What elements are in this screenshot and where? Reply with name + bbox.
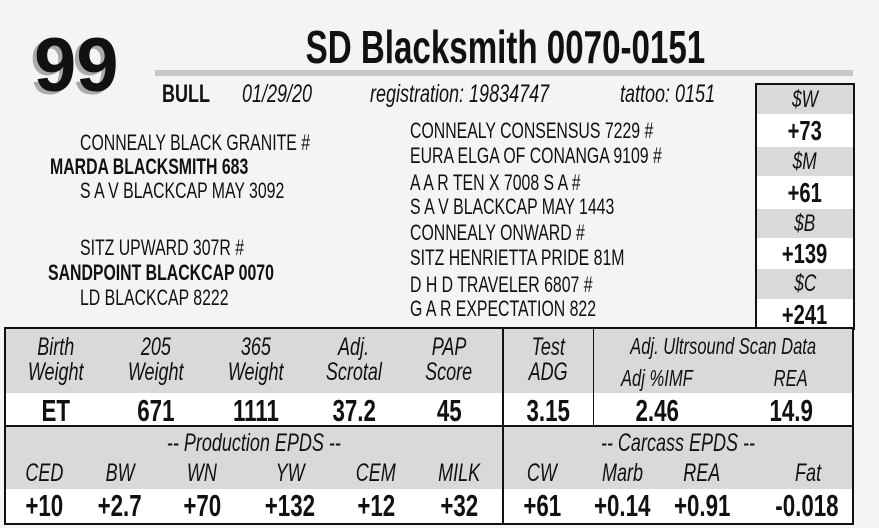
label-cem: CEM (355, 459, 397, 487)
carcass-title: -- Carcass EPDS -- (600, 429, 756, 457)
value-fat: -0.018 (775, 488, 839, 523)
index-label-c: $C (757, 269, 853, 299)
value-bw: +2.7 (97, 488, 143, 523)
index-label-b: $B (757, 209, 853, 238)
birth-date: 01/29/20 (242, 80, 313, 108)
header-imf: Adj %IMF (621, 365, 693, 391)
header-adj-scrotal: Adj. Scrotal (325, 333, 383, 386)
value-365-weight: 1111 (233, 393, 279, 428)
value-205-weight: 671 (137, 393, 175, 428)
ancestor: EURA ELGA OF CONANGA 9109 # (410, 143, 662, 168)
lot-number: 99 (34, 23, 119, 108)
value-ced: +10 (25, 488, 63, 523)
sex: BULL (162, 80, 210, 108)
index-value-b: +139 (782, 238, 828, 269)
pedigree-dam-dam: LD BLACKCAP 8222 (80, 285, 229, 310)
header-test-adg: Test ADG (528, 333, 569, 386)
index-value-c: +241 (782, 299, 828, 330)
value-milk: +32 (440, 488, 478, 523)
ancestor: S A V BLACKCAP MAY 1443 (410, 194, 615, 219)
value-cem: +12 (357, 488, 395, 523)
header-pap-score: PAP Score (425, 333, 473, 386)
ancestor: SITZ HENRIETTA PRIDE 81M (410, 245, 625, 270)
index-label-m: $M (757, 147, 853, 176)
index-label-w: $W (757, 85, 853, 114)
divider (155, 70, 853, 76)
pedigree-sire-dam: S A V BLACKCAP MAY 3092 (80, 178, 285, 203)
ancestor: G A R EXPECTATION 822 (410, 296, 597, 321)
divider (593, 329, 594, 425)
epd-header-bg (6, 427, 852, 489)
label-bw: BW (105, 459, 135, 487)
label-wn: WN (187, 459, 217, 487)
label-yw: YW (275, 459, 305, 487)
label-milk: MILK (437, 459, 481, 487)
value-cw: +61 (523, 488, 561, 523)
registration: registration: 19834747 (370, 80, 550, 108)
ancestor: CONNEALY CONSENSUS 7229 # (410, 118, 654, 143)
ancestor: CONNEALY ONWARD # (410, 220, 585, 245)
label-rea: REA (683, 459, 721, 487)
pedigree-sire: MARDA BLACKSMITH 683 (50, 154, 249, 179)
value-pap-score: 45 (436, 393, 462, 428)
label-ced: CED (24, 459, 63, 487)
animal-name: SD Blacksmith 0070-0151 (305, 21, 705, 73)
performance-header-bg (6, 329, 852, 393)
header-ultrasound: Adj. Ultrsound Scan Data (630, 333, 817, 359)
value-marb: +0.14 (593, 488, 651, 523)
value-test-adg: 3.15 (526, 393, 571, 428)
value-adj-scrotal: 37.2 (332, 393, 376, 428)
pedigree-sire-sire: CONNEALY BLACK GRANITE # (80, 130, 311, 155)
data-table: Birth Weight 205 Weight 365 Weight Adj. Scro… (4, 327, 854, 525)
label-fat: Fat (794, 459, 822, 487)
header-365-weight: 365 Weight (228, 333, 284, 386)
index-box: $W +73 $M +61 $B +139 $C +241 (755, 83, 855, 330)
tattoo: tattoo: 0151 (620, 80, 716, 108)
value-birth-weight: ET (41, 393, 71, 428)
index-value-w: +73 (787, 115, 823, 146)
production-title: -- Production EPDS -- (166, 429, 342, 457)
label-marb: Marb (601, 459, 643, 487)
value-wn: +70 (183, 488, 221, 523)
divider (502, 329, 504, 523)
pedigree-dam-sire: SITZ UPWARD 307R # (80, 235, 245, 260)
index-value-m: +61 (787, 177, 823, 208)
header-205-weight: 205 Weight (128, 333, 184, 386)
value-rea: 14.9 (769, 393, 813, 428)
value-imf: 2.46 (635, 393, 679, 428)
ancestor: D H D TRAVELER 6807 # (410, 272, 593, 297)
pedigree-dam: SANDPOINT BLACKCAP 0070 (48, 260, 274, 285)
label-cw: CW (527, 459, 557, 487)
ancestor: A A R TEN X 7008 S A # (410, 170, 581, 195)
value-yw: +132 (264, 488, 316, 523)
divider (6, 425, 852, 427)
header-rea: REA (773, 365, 809, 391)
header-birth-weight: Birth Weight (28, 333, 84, 386)
value-rea-epd: +0.91 (673, 488, 731, 523)
